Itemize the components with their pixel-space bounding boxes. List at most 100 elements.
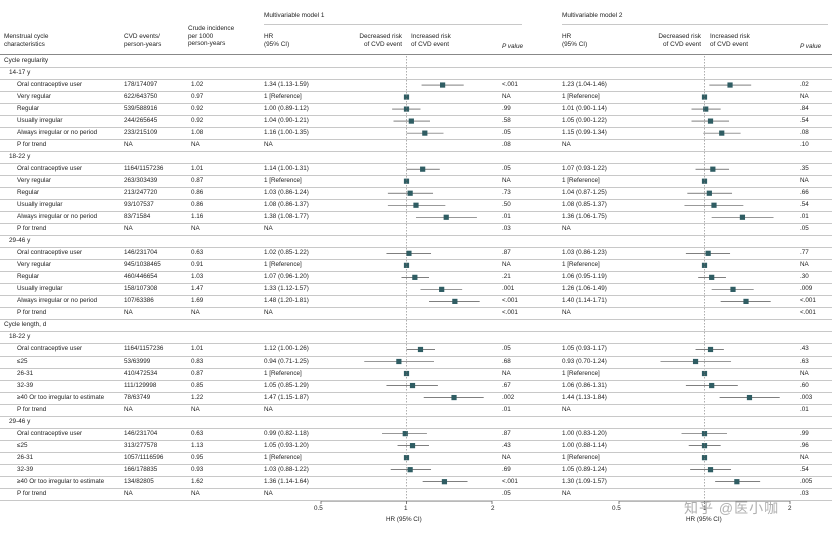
- model1-pvalue-header: P value: [502, 43, 524, 50]
- model1-pvalue: .99: [502, 105, 511, 113]
- model2-pvalue: .77: [800, 249, 809, 257]
- model2-hr-text: 1.15 (0.99-1.34): [562, 129, 607, 137]
- model2-pvalue: .54: [800, 117, 809, 125]
- model1-increased-header-line: Increased risk: [411, 33, 451, 40]
- row-crude: 0.87: [191, 369, 204, 377]
- header-events-line: CVD events/: [124, 33, 160, 40]
- model2-pvalue: .54: [800, 465, 809, 473]
- model2-point: [746, 394, 753, 401]
- model2-pvalue: .35: [800, 165, 809, 173]
- model1-point: [441, 479, 448, 485]
- model1-pvalue: .05: [502, 489, 511, 497]
- model2-point: [727, 82, 733, 88]
- model2-hr-text: 1.36 (1.06-1.75): [562, 213, 607, 221]
- header-bottom-rule: [0, 54, 832, 55]
- model2-title: Multivariable model 2: [562, 12, 623, 19]
- group-label: 18-22 y: [9, 333, 31, 341]
- model1-hr-text: 1.05 (0.93-1.20): [264, 441, 309, 449]
- model2-hr-text: 1.03 (0.86-1.23): [562, 249, 607, 257]
- row-divider: [0, 139, 832, 141]
- model1-point: [403, 178, 410, 184]
- model1-increased-header-line: of CVD event: [411, 40, 450, 48]
- model2-pvalue: .005: [800, 477, 813, 485]
- model1-point: [403, 262, 410, 268]
- model2-pvalue: NA: [800, 261, 809, 269]
- model1-hr-text: 1.14 (1.00-1.31): [264, 165, 309, 173]
- model2-point: [709, 274, 715, 280]
- header-characteristics-line: Menstrual cycle: [4, 33, 49, 40]
- row-divider: [0, 199, 832, 201]
- model2-hr-text: NA: [562, 489, 571, 497]
- row-divider: [0, 115, 832, 117]
- row-crude: 1.03: [191, 273, 204, 281]
- row-crude: NA: [191, 309, 200, 317]
- header-crude-line: Crude incidence: [188, 25, 235, 32]
- row-divider: [0, 91, 832, 93]
- row-events: 213/247720: [124, 189, 158, 197]
- model1-point: [412, 274, 418, 280]
- model1-point: [403, 106, 410, 112]
- model2-axis-label: HR (95% CI): [686, 516, 722, 523]
- row-events: 53/63999: [124, 357, 151, 365]
- row-crude: 0.87: [191, 177, 204, 185]
- model2-pvalue: .43: [800, 345, 809, 353]
- model1-point: [403, 370, 410, 377]
- model1-point: [417, 346, 424, 353]
- row-divider: [0, 283, 832, 285]
- row-events: NA: [124, 405, 133, 413]
- row-divider: [0, 127, 832, 129]
- model1-hr-text: 1.36 (1.14-1.64): [264, 477, 309, 485]
- row-label: ≥40 Or too irregular to estimate: [17, 393, 105, 401]
- model1-pvalue: .68: [502, 357, 511, 365]
- row-label: Usually irregular: [17, 117, 63, 125]
- model2-hr-text: 1.04 (0.87-1.25): [562, 189, 607, 197]
- model2-hr-header-line: (95% CI): [562, 40, 588, 48]
- row-events: 263/303439: [124, 177, 158, 185]
- model2-hr-text: 1.05 (0.93-1.17): [562, 345, 607, 353]
- row-label: Very regular: [17, 93, 51, 101]
- row-crude: 1.47: [191, 285, 204, 293]
- group-label: 18-22 y: [9, 153, 31, 161]
- row-label: P for trend: [17, 309, 47, 317]
- section-label: Cycle regularity: [4, 57, 49, 64]
- row-events: 945/1038465: [124, 261, 161, 269]
- model1-point: [440, 82, 446, 88]
- model1-increased-header: Increased risk of CVD event: [411, 33, 451, 48]
- model1-point: [409, 443, 416, 449]
- row-events: 146/231704: [124, 249, 158, 257]
- model1-hr-text: 1.07 (0.96-1.20): [264, 273, 309, 281]
- model1-pvalue: NA: [502, 261, 511, 269]
- model2-hr-text: 1.05 (0.90-1.22): [562, 117, 607, 125]
- model1-pvalue: .03: [502, 225, 511, 233]
- model2-hr-text: 1 [Reference]: [562, 93, 600, 101]
- model2-point: [711, 202, 717, 208]
- model2-hr-text: 1.06 (0.95-1.19): [562, 273, 607, 281]
- model1-point: [402, 431, 408, 437]
- row-events: 93/107537: [124, 201, 154, 209]
- row-crude: NA: [191, 489, 200, 497]
- row-divider: [0, 307, 832, 309]
- model2-hr-text: 1.07 (0.93-1.22): [562, 165, 607, 173]
- model1-hr-text: 0.94 (0.71-1.25): [264, 357, 309, 365]
- model2-pvalue: .66: [800, 189, 809, 197]
- model2-hr-text: 1.00 (0.83-1.20): [562, 429, 607, 437]
- row-divider: [0, 319, 832, 321]
- model1-hr-text: 1.34 (1.13-1.59): [264, 81, 309, 89]
- model1-hr-text: NA: [264, 405, 273, 413]
- row-divider: [0, 235, 832, 237]
- model2-hr-header: HR (95% CI): [562, 33, 587, 48]
- row-events: 539/588916: [124, 105, 158, 113]
- model1-hr-text: 1.48 (1.20-1.81): [264, 297, 309, 305]
- model2-increased-header: Increased risk of CVD event: [710, 33, 750, 48]
- row-crude: 1.01: [191, 345, 204, 353]
- model1-pvalue: .05: [502, 165, 511, 173]
- row-crude: 1.13: [191, 441, 204, 449]
- model1-axis-tick: 0.5: [314, 505, 323, 512]
- model1-pvalue: .87: [502, 249, 511, 257]
- model1-pvalue: .002: [502, 393, 515, 401]
- model1-decreased-header-line: of CVD event: [363, 40, 402, 48]
- row-events: 83/71584: [124, 213, 151, 221]
- model1-hr-text: NA: [264, 489, 273, 497]
- row-crude: 0.91: [191, 261, 204, 269]
